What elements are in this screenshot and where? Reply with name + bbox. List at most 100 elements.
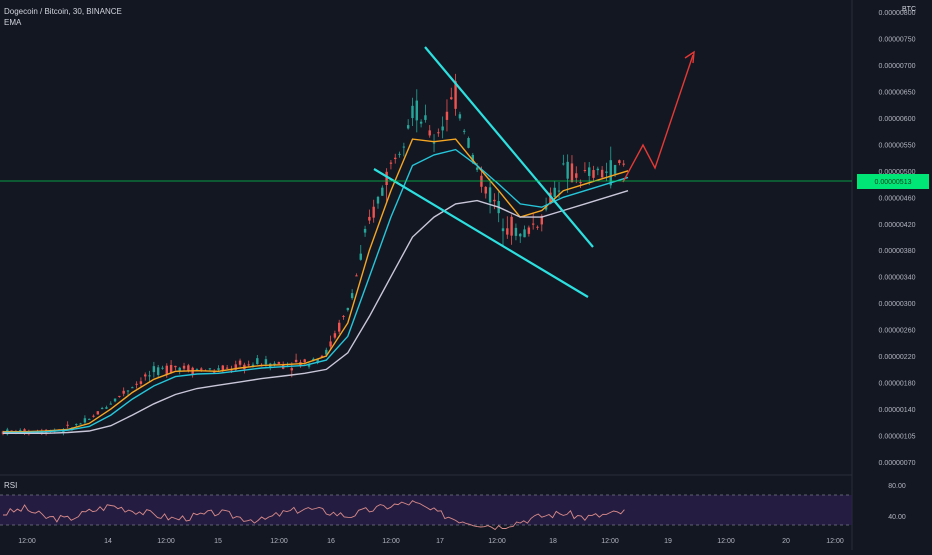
candle-body — [213, 371, 216, 373]
indicator-label[interactable]: EMA — [4, 18, 22, 27]
candle-body — [583, 170, 587, 172]
currency-label[interactable]: BTC — [902, 6, 916, 13]
x-tick-label: 14 — [104, 538, 112, 545]
candle-body — [372, 206, 375, 218]
candle-body — [200, 368, 203, 370]
y-tick-label: 0.00000600 — [879, 116, 916, 123]
candle-body — [251, 364, 255, 366]
candle-body — [165, 365, 168, 375]
candle-body — [600, 169, 604, 178]
candle-body — [264, 359, 268, 365]
y-tick-label: 0.00000140 — [879, 407, 916, 414]
candle-body — [346, 307, 350, 311]
candle-body — [217, 368, 220, 370]
candle-body — [514, 227, 518, 236]
ema-layer — [3, 138, 629, 434]
x-tick-label: 12:00 — [826, 538, 844, 545]
x-tick-label: 12:00 — [270, 538, 288, 545]
candle-body — [156, 367, 160, 375]
candle-body — [225, 367, 229, 369]
price-axis: 0.00000800 0.00000750 0.00000700 0.00000650… — [879, 10, 916, 467]
last-price-tag — [857, 174, 929, 189]
candle-body — [484, 186, 487, 194]
symbol-title[interactable]: Dogecoin / Bitcoin, 30, BINANCE — [4, 7, 122, 16]
y-tick-label: 0.00000700 — [879, 63, 916, 70]
candle-body — [506, 228, 509, 235]
projection-arrowhead — [684, 50, 695, 64]
candle-body — [523, 229, 526, 238]
x-tick-label: 12:00 — [157, 538, 175, 545]
candle-body — [96, 411, 100, 415]
candle-body — [424, 115, 427, 120]
y-tick-label: 0.00000260 — [879, 328, 916, 335]
candle-body — [303, 359, 306, 363]
candle-body — [92, 415, 95, 417]
candle-body — [338, 322, 341, 332]
ema_mid-line — [3, 148, 629, 434]
candle-body — [234, 364, 237, 370]
candle-body — [527, 227, 531, 234]
candle-body — [221, 365, 225, 371]
candle-body — [88, 418, 91, 420]
y-tick-label: 0.00000650 — [879, 89, 916, 96]
candle-body — [549, 192, 552, 204]
candle-body — [368, 216, 371, 221]
candle-body — [178, 367, 181, 372]
candle-body — [277, 362, 281, 364]
candle-body — [105, 407, 108, 409]
candle-body — [540, 215, 543, 225]
x-tick-label: 16 — [327, 538, 335, 545]
rsi-level-label: 40.00 — [888, 514, 906, 521]
lower-trendline — [373, 168, 589, 298]
x-tick-label: 12:00 — [18, 538, 36, 545]
y-tick-label: 0.00000180 — [879, 381, 916, 388]
ema_slow-line — [3, 190, 629, 434]
candle-body — [118, 395, 121, 397]
rsi-label[interactable]: RSI — [4, 481, 18, 490]
candle-body — [381, 187, 384, 196]
x-tick-label: 12:00 — [601, 538, 619, 545]
upper-trendline — [424, 46, 594, 248]
candle-body — [363, 228, 367, 233]
time-axis: 12:00 14 12:00 15 12:00 16 12:00 17 12:00 18 12:00… — [18, 538, 844, 545]
candle-body — [131, 387, 134, 389]
candle-body — [329, 341, 332, 347]
candle-body — [458, 114, 462, 119]
candle-body — [161, 367, 164, 369]
candle-body — [609, 160, 612, 186]
candle-body — [562, 163, 565, 165]
candle-body — [394, 157, 397, 160]
candle-body — [359, 253, 362, 260]
candle-body — [454, 81, 457, 109]
candle-body — [238, 360, 242, 365]
candle-body — [256, 358, 259, 365]
candle-body — [75, 424, 78, 426]
candle-body — [144, 374, 147, 377]
candle-body — [467, 138, 470, 148]
rsi-pane: 80.00 40.00 — [0, 483, 906, 531]
candle-body — [79, 423, 82, 425]
x-tick-label: 12:00 — [717, 538, 735, 545]
x-tick-label: 15 — [214, 538, 222, 545]
candle-body — [342, 315, 345, 317]
candle-body — [100, 408, 104, 410]
candle-body — [376, 196, 380, 204]
candle-body — [389, 162, 393, 164]
candle-body — [557, 190, 561, 192]
candle-body — [385, 171, 388, 185]
candle-body — [325, 349, 328, 355]
candle-body — [553, 187, 556, 197]
candle-body — [247, 364, 250, 366]
candle-body — [493, 199, 496, 202]
candle-body — [605, 171, 608, 173]
drawing-layer: 0.00000513 — [0, 46, 929, 298]
candle-body — [126, 390, 130, 392]
candle-body — [432, 142, 436, 144]
candle-body — [139, 381, 143, 384]
candle-body — [83, 418, 87, 423]
y-tick-label: 0.00000105 — [879, 434, 916, 441]
candle-body — [66, 424, 69, 426]
